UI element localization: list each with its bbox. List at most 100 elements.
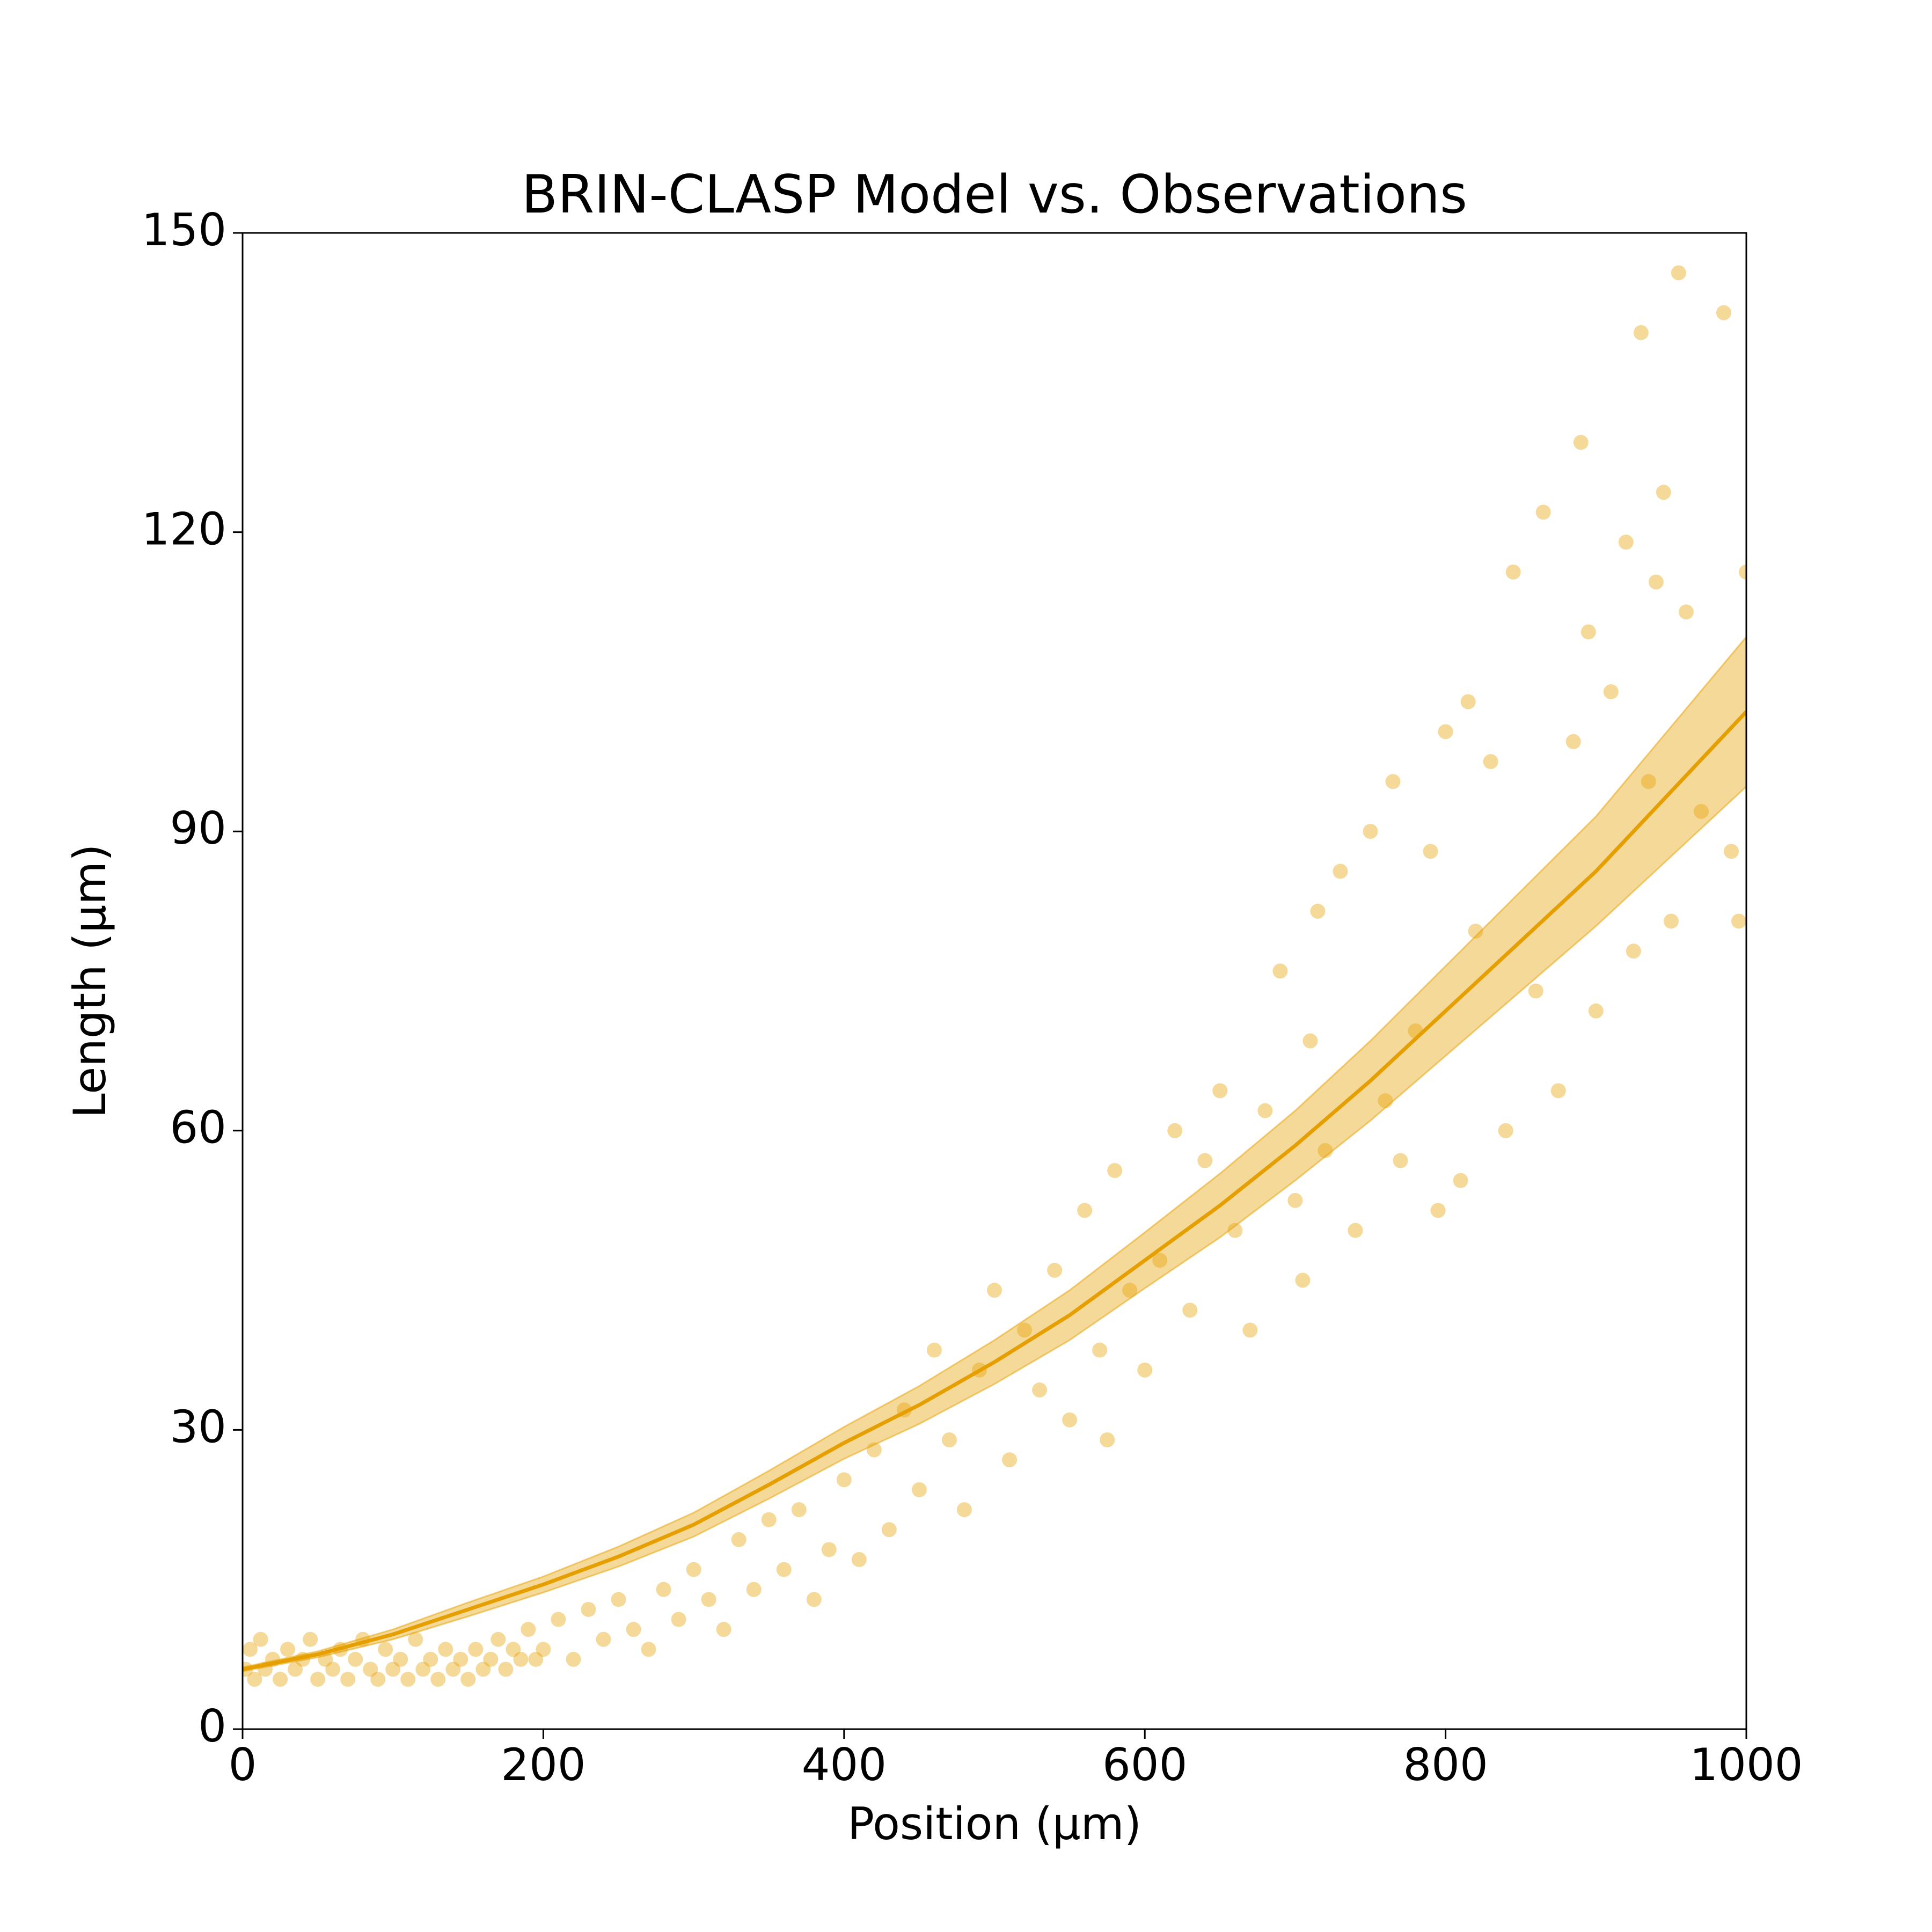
model-line [243,710,1746,1671]
data-point [1498,1123,1513,1138]
data-point [1122,1283,1138,1298]
data-point [1716,305,1731,320]
data-point [987,1283,1002,1298]
data-point [288,1662,303,1677]
data-point [656,1582,671,1597]
data-point [1393,1153,1408,1168]
data-point [866,1442,882,1458]
data-point [1167,1123,1183,1138]
data-point [1535,504,1551,520]
data-point [821,1542,837,1557]
y-tick-label: 90 [170,802,226,854]
data-point [243,1642,258,1657]
data-point [1182,1302,1198,1318]
data-point [1378,1093,1393,1109]
data-point [1287,1192,1303,1208]
confidence-band [243,635,1746,1672]
data-point [1002,1452,1018,1468]
data-point [310,1672,326,1687]
data-point [1257,1103,1273,1118]
x-tick-label: 600 [1102,1739,1187,1791]
data-point [460,1672,476,1687]
data-point [581,1601,596,1617]
data-point [671,1612,686,1627]
y-tick-label: 30 [170,1401,226,1453]
data-point [475,1662,491,1677]
data-point [536,1642,551,1657]
data-point [1137,1362,1153,1378]
data-point [1363,824,1378,839]
data-point [596,1631,611,1647]
data-point [1505,564,1521,580]
data-point [1723,844,1739,859]
data-point [911,1482,927,1497]
data-point [1212,1083,1228,1099]
data-point [370,1672,386,1687]
data-point [1550,1083,1566,1099]
data-point [1272,963,1288,979]
data-point [393,1651,408,1667]
data-point [1618,535,1634,550]
x-tick-label: 200 [501,1739,586,1791]
plot-frame [241,232,1747,1730]
data-point [521,1622,536,1637]
data-point [1333,863,1348,879]
data-point [363,1662,378,1677]
data-point [483,1651,499,1667]
data-point [1565,734,1581,749]
data-point [340,1672,356,1687]
data-point [1641,774,1656,789]
data-point [851,1552,867,1568]
x-tick-label: 0 [229,1739,257,1791]
data-point [253,1631,268,1647]
data-point [506,1642,521,1657]
data-point [1100,1432,1115,1447]
data-point [1573,435,1589,450]
data-point [385,1662,401,1677]
data-point [498,1662,514,1677]
data-point [1603,684,1619,699]
data-point [1295,1272,1311,1288]
data-point [491,1631,506,1647]
y-tick-label: 150 [142,204,226,256]
data-point [926,1342,942,1358]
data-point [423,1651,438,1667]
data-point [1633,325,1649,340]
data-point [1626,943,1641,959]
data-point [1656,485,1671,500]
y-tick-label: 0 [198,1700,226,1752]
data-point [1588,1003,1604,1019]
data-point [1438,724,1453,740]
data-point [325,1662,341,1677]
data-point [303,1631,318,1647]
y-axis-label: Length (μm) [64,844,116,1118]
data-point [528,1651,544,1667]
x-tick-label: 400 [802,1739,887,1791]
data-point [806,1592,822,1607]
data-point [1348,1223,1363,1238]
data-point [776,1562,792,1577]
data-point [318,1651,333,1667]
data-point [430,1672,446,1687]
data-point [1430,1203,1446,1218]
data-point [348,1651,363,1667]
data-point [280,1642,296,1657]
data-point [513,1651,529,1667]
data-point [1302,1033,1318,1049]
data-point [881,1522,897,1538]
chart-title: BRIN-CLASP Model vs. Observations [522,164,1467,225]
data-point [1242,1322,1258,1338]
data-point [1528,983,1543,999]
data-point [641,1642,656,1657]
data-point [1310,903,1326,919]
x-tick-label: 1000 [1689,1739,1803,1791]
data-point [1385,774,1401,789]
data-point [551,1612,566,1627]
data-point [1678,604,1694,620]
data-point [1648,574,1664,590]
data-point [701,1592,716,1607]
data-point [626,1622,641,1637]
data-point [1077,1203,1093,1218]
x-axis-label: Position (μm) [847,1798,1141,1850]
